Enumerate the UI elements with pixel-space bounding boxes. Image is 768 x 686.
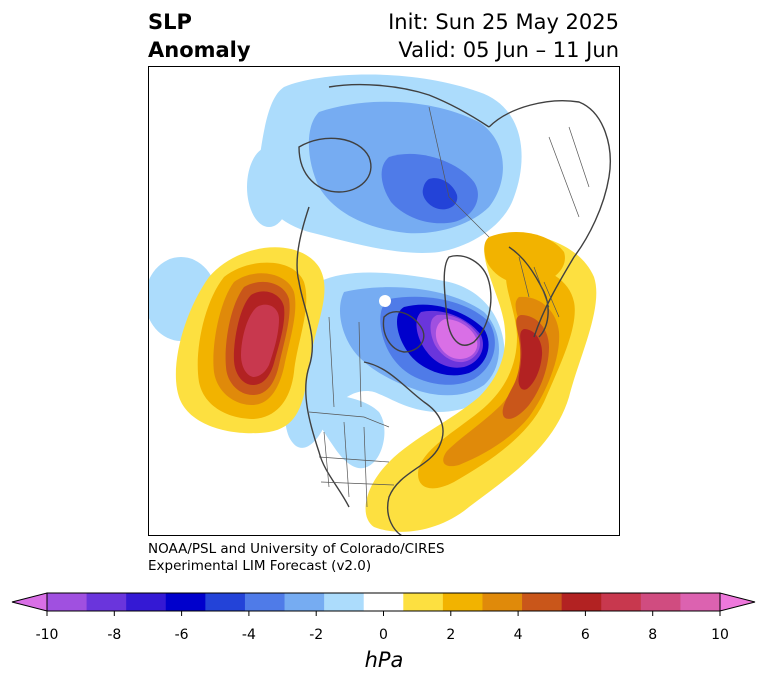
contour-neg-4 <box>422 178 458 210</box>
coast-north-america-west <box>296 206 350 508</box>
colorbar <box>11 592 756 616</box>
valid-range: Valid: 05 Jun – 11 Jun <box>398 38 619 62</box>
border-us-canada <box>308 411 390 428</box>
north-pacific-high <box>175 247 325 434</box>
map-title: SLP Anomaly <box>148 8 251 64</box>
colorbar-cell <box>165 593 206 611</box>
colorbar-tick-label: 0 <box>379 627 388 643</box>
border-russia <box>428 106 490 238</box>
coast-hudson-bay <box>382 311 425 353</box>
colorbar-tick-label: -2 <box>309 627 324 643</box>
colorbar-cell <box>205 593 246 611</box>
borders <box>308 106 590 508</box>
forecast-dates: Init: Sun 25 May 2025 Valid: 05 Jun – 11… <box>388 8 619 64</box>
colorbar-tick-label: -8 <box>107 627 122 643</box>
contour-neg-west <box>247 147 291 227</box>
title-line-slp: SLP <box>148 10 192 34</box>
colorbar-left-extension <box>11 592 48 612</box>
coast-greenland <box>443 255 492 346</box>
colorbar-cell <box>640 593 681 611</box>
colorbar-cell <box>126 593 167 611</box>
title-line-anomaly: Anomaly <box>148 38 251 62</box>
colorbar-cells <box>47 593 721 611</box>
credit-line-1: NOAA/PSL and University of Colorado/CIRE… <box>148 541 445 557</box>
init-date: Init: Sun 25 May 2025 <box>388 10 619 34</box>
border-us-states-1 <box>323 431 330 488</box>
colorbar-tick-label: 8 <box>648 627 658 643</box>
north-atlantic-high <box>365 232 597 532</box>
hudson-bay-low <box>284 272 505 448</box>
colorbar-tick-label: 2 <box>446 627 456 643</box>
colorbar-cell <box>601 593 642 611</box>
border-us-states-5 <box>320 481 395 486</box>
colorbar-tick-marks <box>46 611 721 616</box>
colorbar-cell <box>284 593 325 611</box>
colorbar-tick-label: 6 <box>580 627 590 643</box>
colorbar-cell <box>442 593 483 611</box>
border-us-states-3 <box>363 426 368 508</box>
colorbar-cell <box>482 593 523 611</box>
coast-europe <box>508 246 549 338</box>
border-canada-provinces <box>328 316 362 408</box>
colorbar-cell <box>47 593 88 611</box>
anomaly-map <box>149 74 611 535</box>
colorbar-cell <box>561 593 602 611</box>
us-negative-tongue <box>313 395 385 469</box>
border-us-states-2 <box>343 421 350 498</box>
colorbar-unit: hPa <box>364 648 404 672</box>
colorbar-cell <box>86 593 127 611</box>
colorbar-tick-label: 10 <box>711 627 729 643</box>
contour-pos-6 <box>241 304 279 377</box>
contour-low-7 <box>435 319 478 359</box>
coast-arctic-islands <box>298 137 372 193</box>
arctic-negative-anomaly <box>247 74 522 253</box>
credit-text: NOAA/PSL and University of Colorado/CIRE… <box>148 541 445 575</box>
colorbar-right-extension <box>719 592 756 612</box>
map-panel <box>148 66 620 536</box>
colorbar-cell <box>522 593 563 611</box>
border-us-states-4 <box>318 456 390 463</box>
coast-north-america-east <box>363 361 444 535</box>
colorbar-cell <box>244 593 286 611</box>
colorbar-tick-label: -6 <box>174 627 189 643</box>
colorbar-cell <box>680 593 721 611</box>
contour-white-spot <box>379 295 391 307</box>
colorbar-cell <box>363 593 404 611</box>
contour-europe-high <box>484 232 565 286</box>
coastlines <box>296 83 611 535</box>
colorbar-cell <box>403 593 444 611</box>
colorbar-tick-label: -4 <box>241 627 256 643</box>
border-asia <box>548 126 590 218</box>
coast-siberia <box>328 83 490 128</box>
colorbar-tick-label: -10 <box>35 627 59 643</box>
contour-atl-5 <box>518 329 543 390</box>
credit-line-2: Experimental LIM Forecast (v2.0) <box>148 558 372 574</box>
border-europe <box>518 256 560 318</box>
coast-eurasia <box>488 100 611 338</box>
colorbar-cell <box>324 593 365 611</box>
colorbar-tick-label: 4 <box>513 627 523 643</box>
